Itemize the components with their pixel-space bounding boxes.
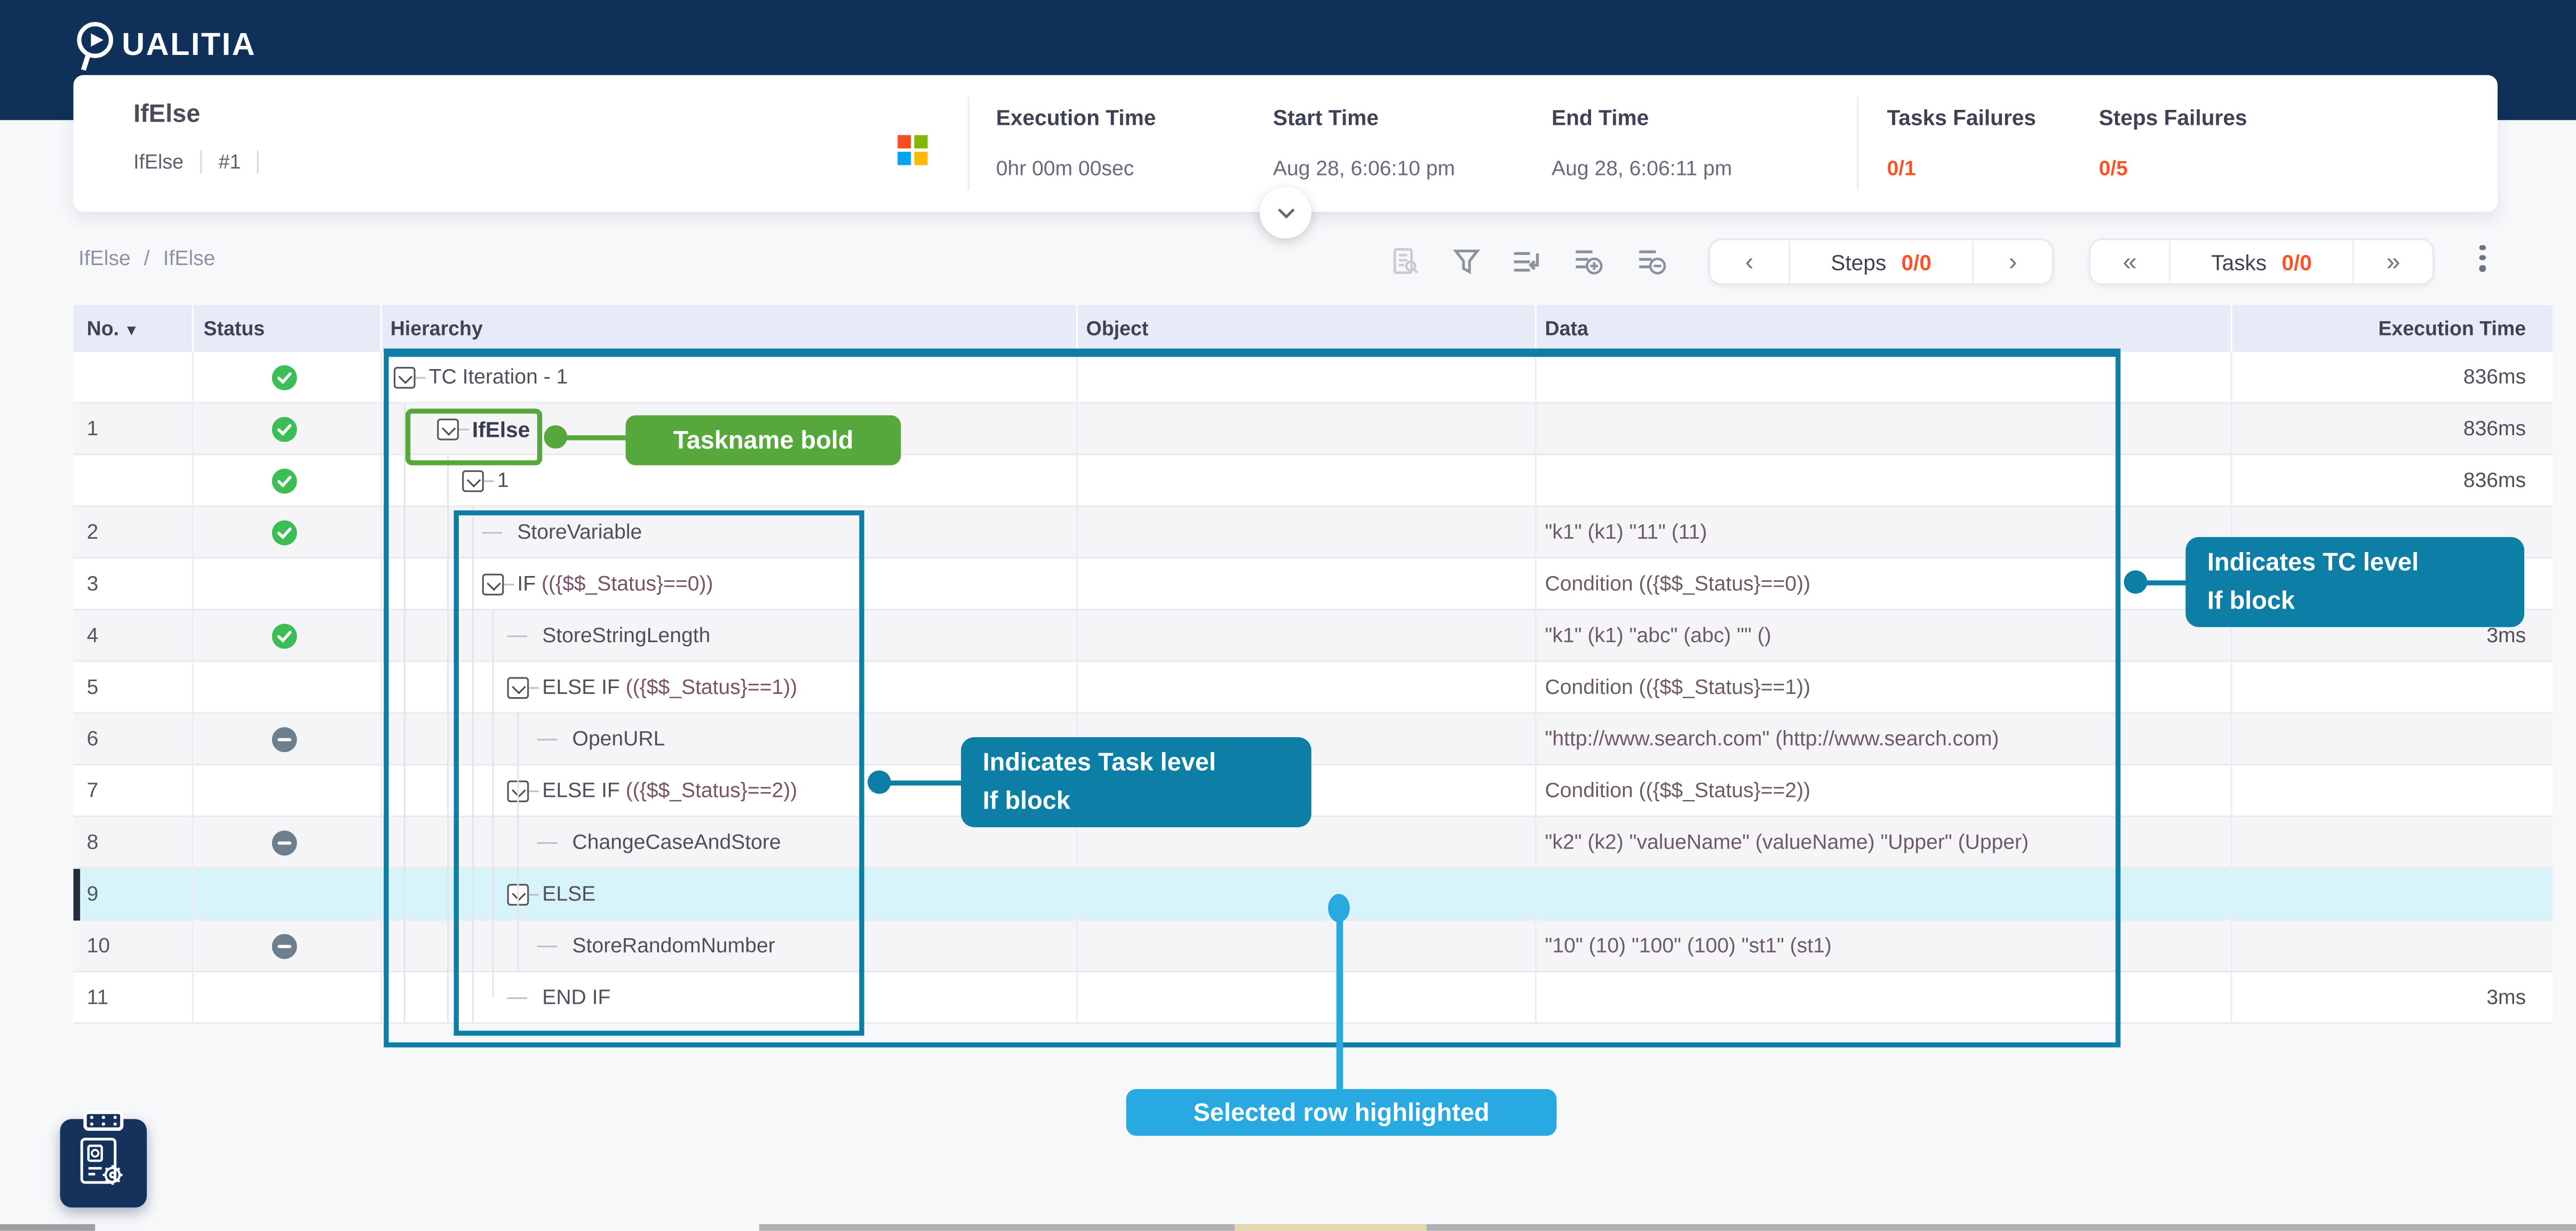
steps-prev-button[interactable]: ‹ (1710, 240, 1788, 283)
row-number: 11 (87, 972, 109, 1024)
row-number: 9 (87, 869, 99, 921)
status-pass-icon (272, 365, 297, 390)
column-header-data: Data (1545, 305, 1588, 352)
table-header: No.▼ Status Hierarchy Object Data Execut… (74, 305, 2553, 352)
tc-if-connector-dot (2124, 570, 2148, 594)
breadcrumb-item-suite[interactable]: IfElse (78, 247, 131, 270)
steps-counter: Steps 0/0 (1788, 240, 1974, 283)
sort-caret-icon: ▼ (124, 322, 139, 338)
status-skipped-icon (272, 934, 297, 959)
tasks-pager: « Tasks 0/0 » (2089, 238, 2434, 285)
steps-failure-count: 0/0 (1901, 249, 1931, 274)
more-options-icon[interactable] (2472, 245, 2493, 279)
qualitia-logo[interactable]: UALITIA (74, 13, 257, 80)
task-if-connector-dot (868, 771, 891, 794)
clipboard-clip-icon (83, 1111, 123, 1131)
scrollbar-thumb[interactable] (0, 1224, 95, 1231)
column-header-hierarchy: Hierarchy (391, 305, 483, 352)
report-gear-icon (74, 1136, 134, 1199)
filter-icon[interactable] (1451, 247, 1481, 277)
divider (1857, 97, 1858, 190)
suite-title: IfElse (133, 100, 200, 129)
taskname-outline (406, 409, 542, 465)
task-if-callout: Indicates Task level If block (961, 737, 1311, 827)
breadcrumb-item-testcase[interactable]: IfElse (163, 247, 216, 270)
steps-failures-count: 0/5 (2099, 157, 2128, 180)
selected-row-connector-line (1337, 916, 1342, 1089)
selected-row-accent (74, 869, 79, 921)
chevron-down-icon (1272, 199, 1299, 226)
selected-row-connector-dot (1328, 894, 1350, 922)
task-level-if-block-outline (454, 510, 864, 1036)
taskname-connector-dot (544, 425, 567, 449)
row-number: 10 (87, 921, 110, 972)
status-pass-icon (272, 469, 297, 494)
run-number: #1 (219, 150, 241, 173)
breadcrumb-separator: / (144, 247, 150, 270)
status-pass-icon (272, 417, 297, 442)
collapse-all-icon[interactable] (1637, 247, 1667, 277)
divider (200, 150, 202, 173)
taskname-callout: Taskname bold (626, 415, 901, 466)
row-number: 5 (87, 662, 99, 714)
steps-next-button[interactable]: › (1974, 240, 2052, 283)
column-header-no[interactable]: No.▼ (87, 305, 139, 354)
windows-platform-icon (897, 135, 927, 165)
divider (968, 97, 969, 190)
qualitia-q-icon (74, 12, 121, 82)
status-skipped-icon (272, 727, 297, 752)
tasks-counter: Tasks 0/0 (2169, 240, 2354, 283)
suite-name: IfElse (133, 150, 184, 173)
go-to-step-icon[interactable] (1512, 247, 1541, 277)
row-number: 6 (87, 714, 99, 765)
scrollbar-segment (1235, 1224, 1427, 1231)
row-number: 4 (87, 610, 99, 662)
column-header-status: Status (203, 305, 265, 352)
tasks-first-button[interactable]: « (2090, 240, 2169, 283)
execution-time-value: 836ms (2463, 455, 2526, 507)
row-number: 2 (87, 507, 99, 559)
selected-row-callout: Selected row highlighted (1126, 1089, 1557, 1136)
execution-time-value: 836ms (2463, 404, 2526, 455)
task-if-connector-line (879, 780, 961, 786)
logo-text: UALITIA (122, 28, 256, 65)
divider (258, 150, 259, 173)
row-number: 7 (87, 765, 99, 817)
tc-if-callout: Indicates TC level If block (2185, 537, 2524, 627)
steps-pager: ‹ Steps 0/0 › (1708, 238, 2054, 285)
tasks-last-button[interactable]: » (2354, 240, 2432, 283)
execution-time-value: 3ms (2486, 972, 2526, 1024)
breadcrumb: IfElse / IfElse (78, 247, 215, 270)
expand-all-icon[interactable] (1573, 247, 1603, 277)
status-skipped-icon (272, 830, 297, 856)
report-search-icon[interactable] (1392, 247, 1421, 277)
row-number: 3 (87, 559, 99, 611)
status-pass-icon (272, 521, 297, 546)
execution-time-value: 836ms (2463, 352, 2526, 404)
tasks-failure-count: 0/0 (2281, 249, 2312, 274)
execution-report-button[interactable] (60, 1119, 147, 1208)
status-pass-icon (272, 624, 297, 649)
row-number: 8 (87, 817, 99, 869)
column-header-execution-time: Execution Time (2379, 305, 2526, 352)
suite-subtitle: IfElse #1 (133, 150, 259, 173)
summary-expand-button[interactable] (1260, 187, 1311, 238)
row-number: 1 (87, 404, 99, 455)
tasks-failures-count: 0/1 (1887, 157, 1916, 180)
scrollbar-track[interactable] (759, 1224, 2576, 1231)
column-header-object: Object (1086, 305, 1149, 352)
